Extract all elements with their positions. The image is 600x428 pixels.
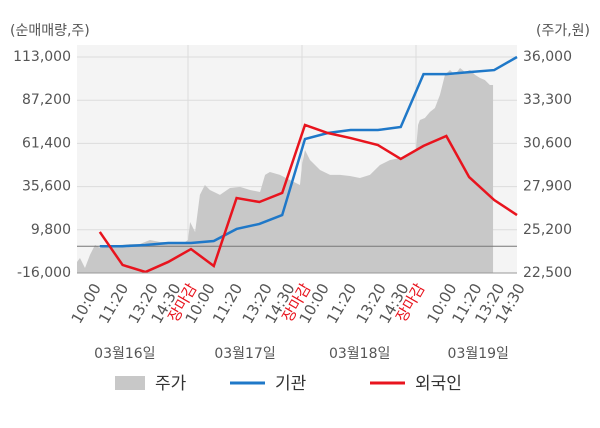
date-label: 03월17일 <box>214 346 275 362</box>
legend-label: 외국인 <box>415 374 462 394</box>
date-label: 03월19일 <box>448 346 509 362</box>
legend-swatch <box>115 376 145 390</box>
series-line <box>98 123 518 274</box>
y-tick-label: -16,000 <box>17 265 71 281</box>
y-tick-label: 61,400 <box>22 135 71 151</box>
y2-axis-label: (주가,원) <box>536 23 590 39</box>
series-line <box>99 55 518 248</box>
y2-tick-label: 25,200 <box>523 222 572 238</box>
y2-tick-label: 33,300 <box>523 92 572 108</box>
legend-label: 기관 <box>275 374 306 394</box>
y-tick-label: 35,600 <box>22 179 71 195</box>
y2-tick-label: 36,000 <box>523 49 572 65</box>
legend-label: 주가 <box>155 374 187 394</box>
y-tick-label: 9,800 <box>31 222 71 238</box>
y-axis-label: (순매매량,주) <box>10 23 90 39</box>
date-label: 03월16일 <box>94 346 155 362</box>
y-tick-label: 113,000 <box>13 49 71 65</box>
y2-tick-label: 22,500 <box>523 265 572 281</box>
y2-tick-label: 30,600 <box>523 135 572 151</box>
date-label: 03월18일 <box>329 346 390 362</box>
y-tick-label: 87,200 <box>22 92 71 108</box>
price-area <box>77 68 494 273</box>
y2-tick-label: 27,900 <box>523 179 572 195</box>
